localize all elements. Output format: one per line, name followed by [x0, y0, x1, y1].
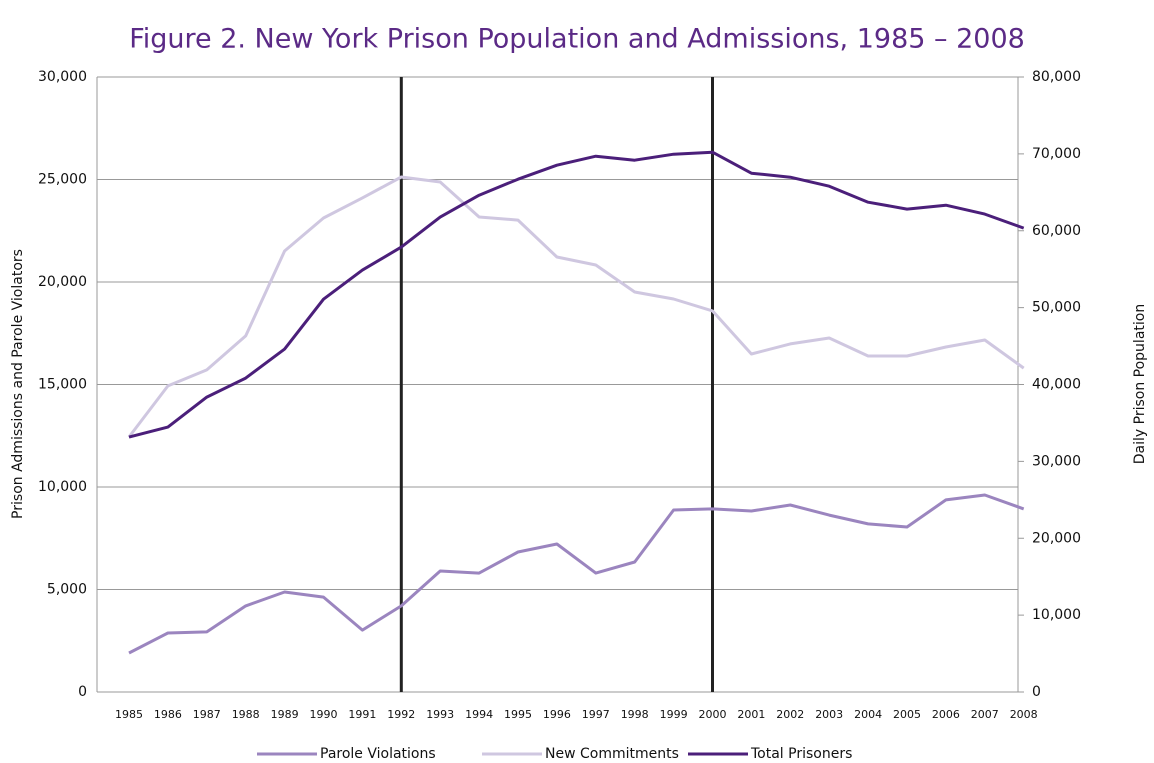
x-tick-label: 2002: [776, 708, 804, 721]
x-tick-label: 2004: [854, 708, 882, 721]
x-tick-label: 1988: [232, 708, 260, 721]
x-tick-label: 1991: [348, 708, 376, 721]
legend-label: Parole Violations: [320, 746, 436, 762]
y2-tick-label: 50,000: [1032, 300, 1081, 316]
x-tick-label: 1996: [543, 708, 571, 721]
x-tick-label: 1994: [465, 708, 493, 721]
x-tick-label: 1989: [271, 708, 299, 721]
x-tick-label: 1997: [582, 708, 610, 721]
chart-title: Figure 2. New York Prison Population and…: [129, 24, 1025, 55]
series-line: [128, 150, 1025, 439]
legend-label: New Commitments: [545, 746, 679, 762]
y-tick-label: 10,000: [38, 479, 87, 495]
x-tick-label: 1995: [504, 708, 532, 721]
x-tick-label: 2001: [737, 708, 765, 721]
x-tick-label: 1990: [310, 708, 338, 721]
x-tick-label: 2006: [932, 708, 960, 721]
x-tick-label: 1998: [621, 708, 649, 721]
y2-tick-label: 80,000: [1032, 69, 1081, 85]
y-tick-label: 0: [78, 684, 87, 700]
y2-tick-label: 60,000: [1032, 223, 1081, 239]
y-tick-label: 15,000: [38, 377, 87, 393]
y-tick-label: 30,000: [38, 69, 87, 85]
y-axis-label: Prison Admissions and Parole Violators: [10, 249, 26, 519]
x-tick-label: 2007: [971, 708, 999, 721]
y2-tick-label: 20,000: [1032, 530, 1081, 546]
x-tick-label: 2008: [1010, 708, 1038, 721]
x-tick-label: 1987: [193, 708, 221, 721]
y2-axis-label: Daily Prison Population: [1132, 304, 1148, 464]
x-tick-label: 2000: [699, 708, 727, 721]
y-tick-label: 5,000: [47, 582, 87, 598]
y2-tick-label: 30,000: [1032, 453, 1081, 469]
y2-tick-label: 40,000: [1032, 377, 1081, 393]
y2-tick-label: 0: [1032, 684, 1041, 700]
legend-label: Total Prisoners: [750, 746, 852, 762]
x-tick-label: 2005: [893, 708, 921, 721]
y2-tick-label: 70,000: [1032, 146, 1081, 162]
y2-tick-label: 10,000: [1032, 607, 1081, 623]
y-tick-label: 20,000: [38, 274, 87, 290]
x-tick-label: 1992: [387, 708, 415, 721]
x-tick-label: 1993: [426, 708, 454, 721]
y-tick-label: 25,000: [38, 172, 87, 188]
x-tick-label: 1985: [115, 708, 143, 721]
series-line: [128, 493, 1025, 655]
series-line: [127, 175, 1025, 438]
x-tick-label: 2003: [815, 708, 843, 721]
x-tick-label: 1999: [660, 708, 688, 721]
x-tick-label: 1986: [154, 708, 182, 721]
